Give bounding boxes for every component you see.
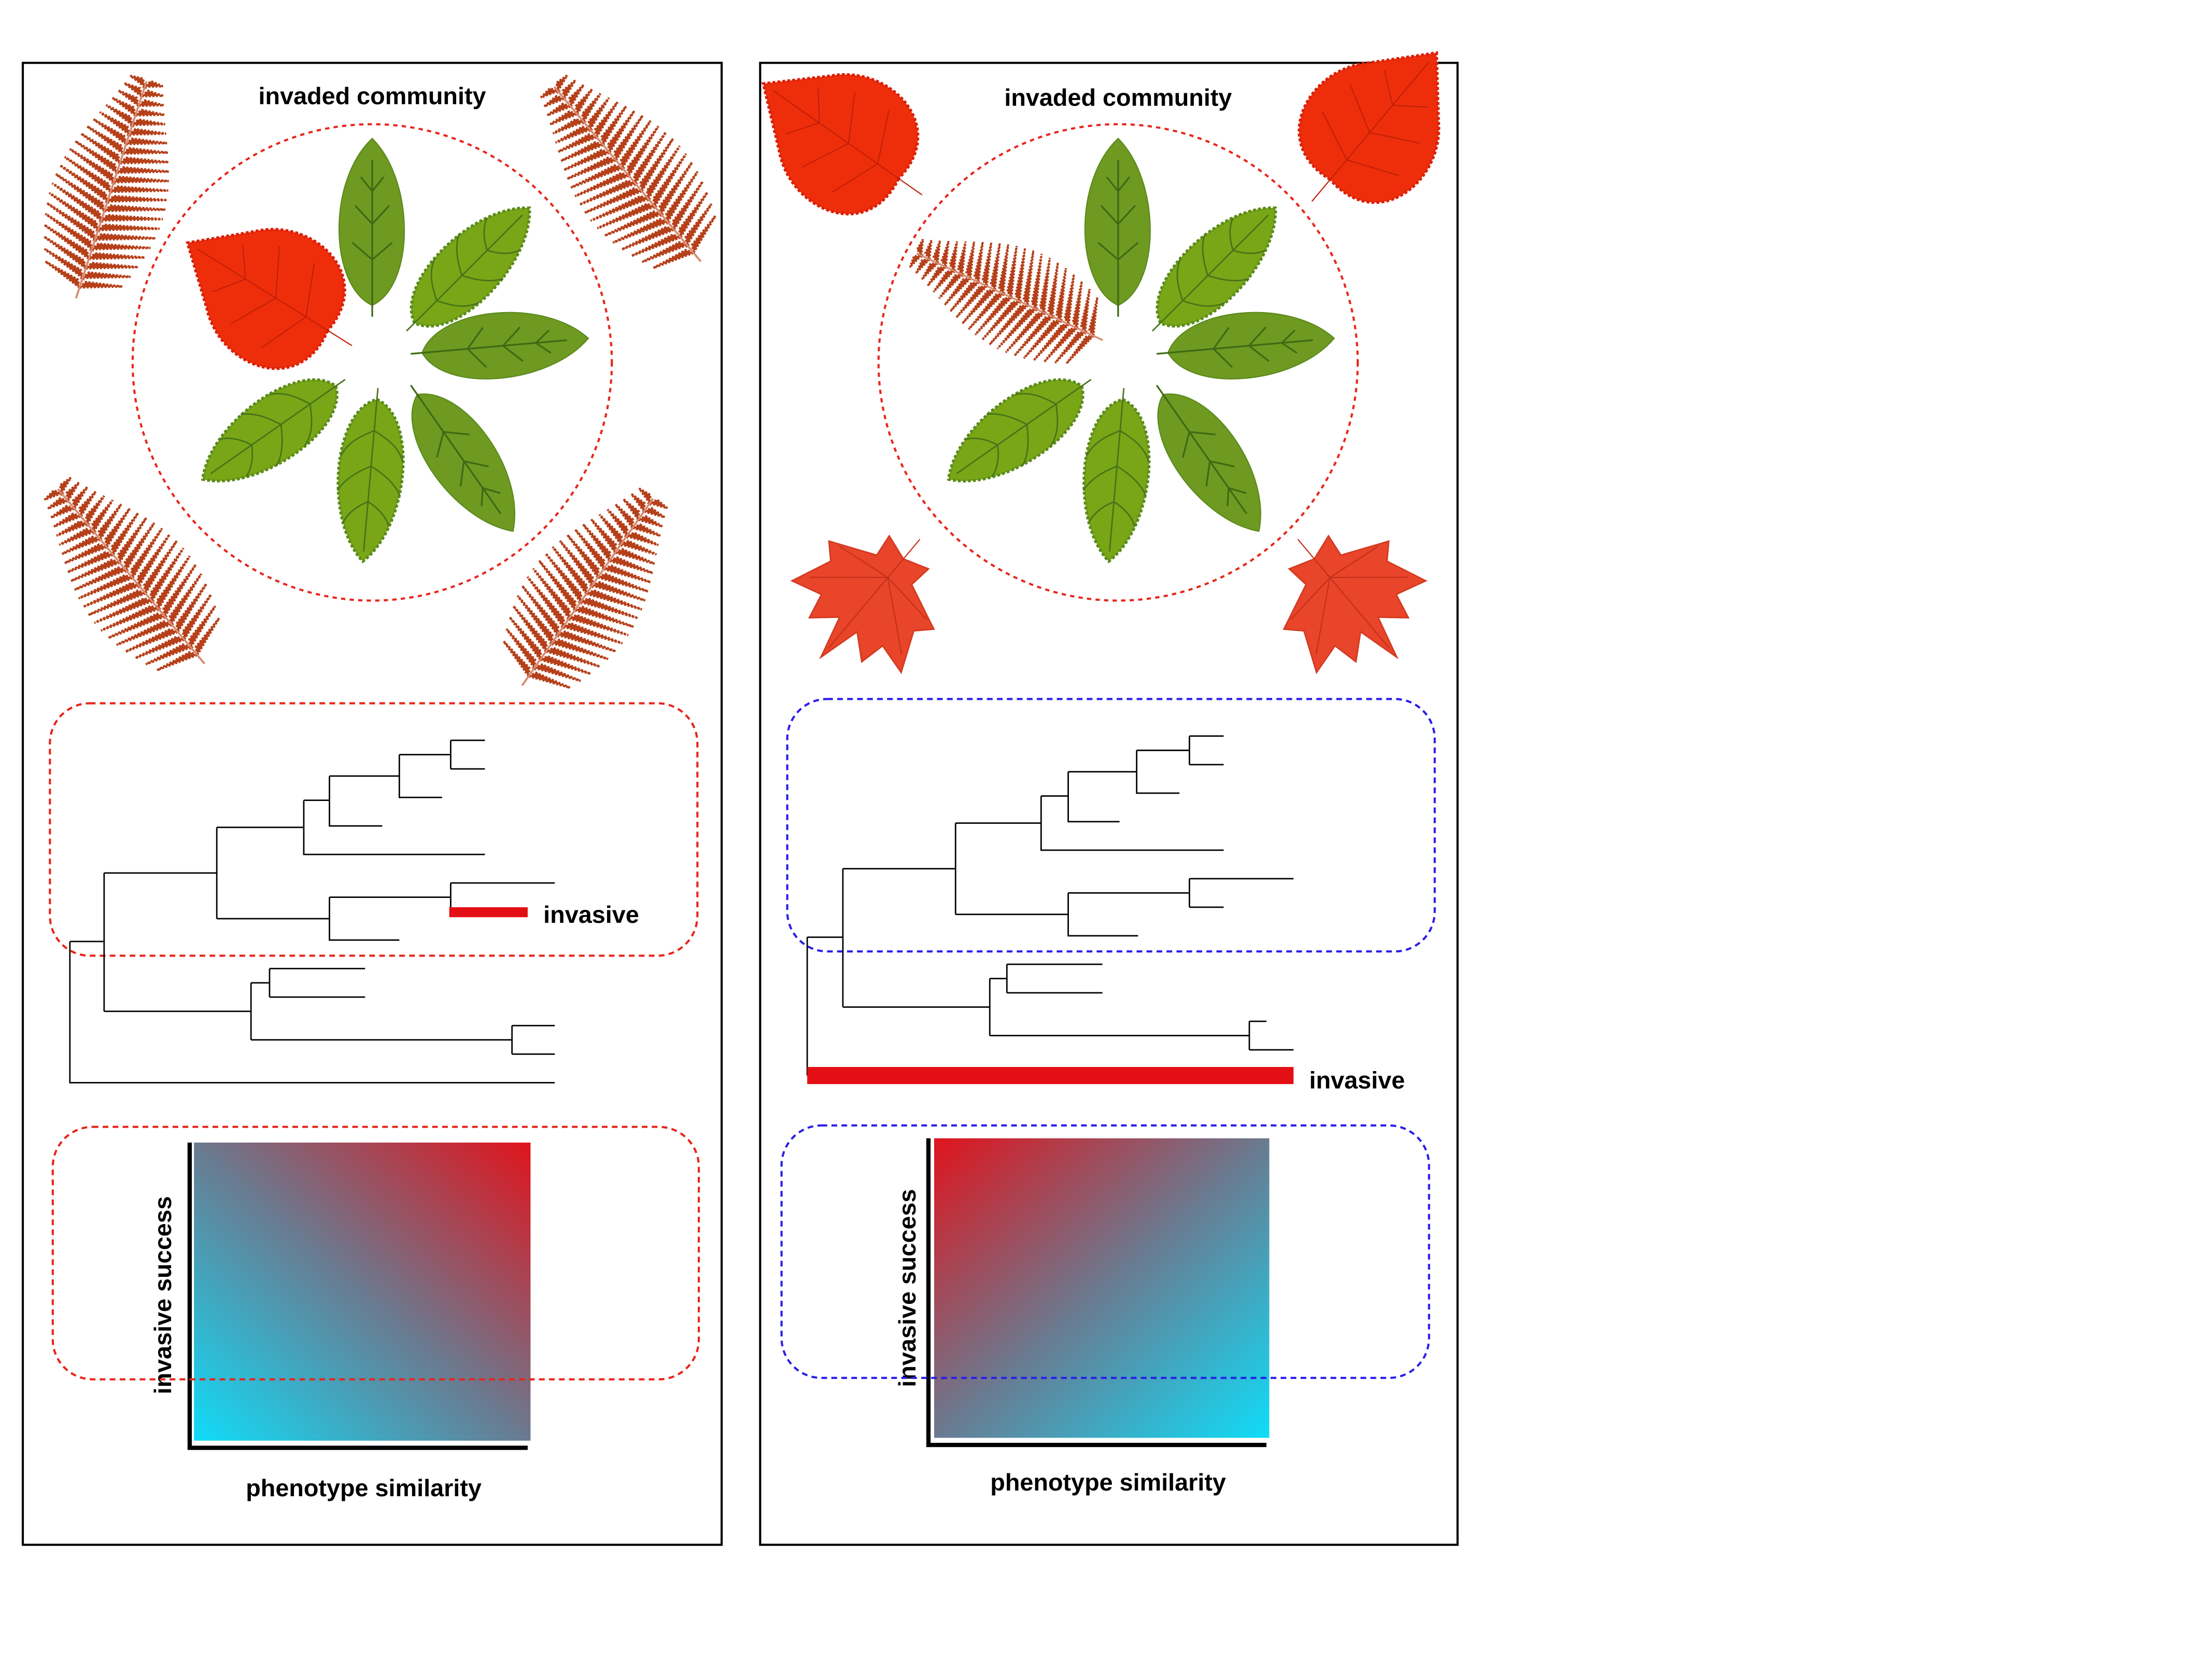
maple-leaf-icon [1242,493,1453,704]
phylogenetic-tree: invasive [806,735,1405,1093]
green-leaf-icon [1129,365,1287,551]
gradient-plot [194,1142,531,1441]
fern-icon [21,62,202,317]
y-axis-label: invasive success [149,1196,176,1394]
green-leaf-icon [1077,385,1156,564]
plot-highlight-box [780,1124,1430,1379]
invasive-label: invasive [543,901,639,928]
red-birch-leaf-icon [1259,9,1489,246]
clade-highlight-box [49,702,699,957]
x-axis-label: phenotype similarity [246,1474,482,1501]
maple-leaf-icon [765,493,976,704]
community-circle [877,123,1359,602]
green-leaf-icon [383,365,541,551]
fern-icon [509,48,745,299]
tree-branch [69,739,555,1084]
invasive-label: invasive [1309,1066,1405,1093]
left-panel: invaded community invasive invasive succ… [12,48,745,1546]
invasive-branch [449,907,528,918]
plot-axes [926,1138,1267,1447]
panel-border [759,62,1459,1546]
gradient-plot [934,1138,1270,1438]
y-axis-label: invasive success [894,1189,921,1387]
right-panel: invaded community invasive invasive succ… [724,9,1489,1546]
community-circle [131,123,613,602]
green-leaf-icon [331,385,410,564]
phylogenetic-tree: invasive [69,739,639,1084]
x-axis-label: phenotype similarity [990,1469,1226,1496]
panel-title: invaded community [259,82,486,109]
fern-icon [12,451,249,701]
panel-title: invaded community [1004,84,1232,111]
invasive-branch [807,1067,1294,1085]
green-leaf-icon [338,137,405,318]
clade-highlight-box [786,698,1436,953]
plot-axes [187,1142,528,1450]
plot-highlight-box [51,1126,700,1381]
panel-border [21,62,723,1546]
tree-branch [806,735,1294,1076]
green-leaf-icon [1084,137,1151,318]
